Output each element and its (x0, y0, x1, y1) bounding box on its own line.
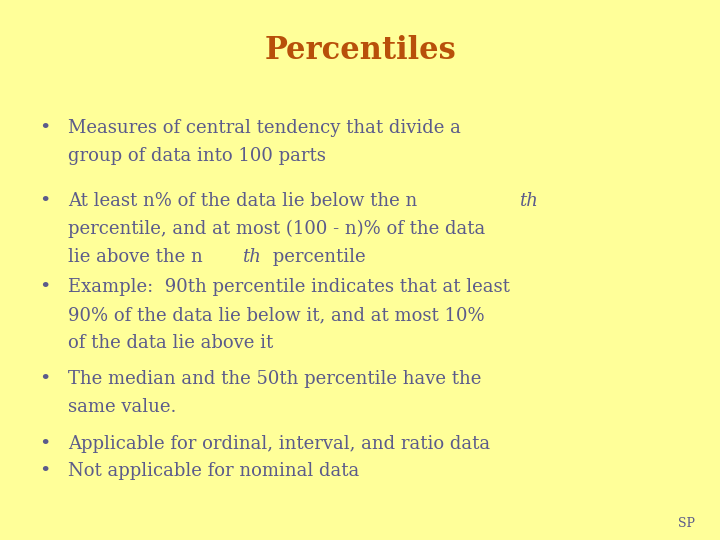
Text: percentile: percentile (266, 248, 365, 266)
Text: percentile, and at most (100 - n)% of the data: percentile, and at most (100 - n)% of th… (68, 220, 486, 238)
Text: Applicable for ordinal, interval, and ratio data: Applicable for ordinal, interval, and ra… (68, 435, 490, 453)
Text: At least n% of the data lie below the n: At least n% of the data lie below the n (68, 192, 418, 210)
Text: same value.: same value. (68, 398, 177, 416)
Text: •: • (40, 119, 51, 137)
Text: Percentiles: Percentiles (264, 35, 456, 66)
Text: The median and the 50th percentile have the: The median and the 50th percentile have … (68, 370, 482, 388)
Text: Not applicable for nominal data: Not applicable for nominal data (68, 462, 360, 480)
Text: Example:  90th percentile indicates that at least: Example: 90th percentile indicates that … (68, 278, 510, 296)
Text: group of data into 100 parts: group of data into 100 parts (68, 147, 326, 165)
Text: •: • (40, 192, 51, 210)
Text: Measures of central tendency that divide a: Measures of central tendency that divide… (68, 119, 462, 137)
Text: 90% of the data lie below it, and at most 10%: 90% of the data lie below it, and at mos… (68, 306, 485, 324)
Text: •: • (40, 462, 51, 480)
Text: of the data lie above it: of the data lie above it (68, 334, 274, 352)
Text: th: th (242, 248, 261, 266)
Text: •: • (40, 370, 51, 388)
Text: •: • (40, 278, 51, 296)
Text: lie above the n: lie above the n (68, 248, 203, 266)
Text: SP: SP (678, 517, 695, 530)
Text: th: th (519, 192, 538, 210)
Text: •: • (40, 435, 51, 453)
